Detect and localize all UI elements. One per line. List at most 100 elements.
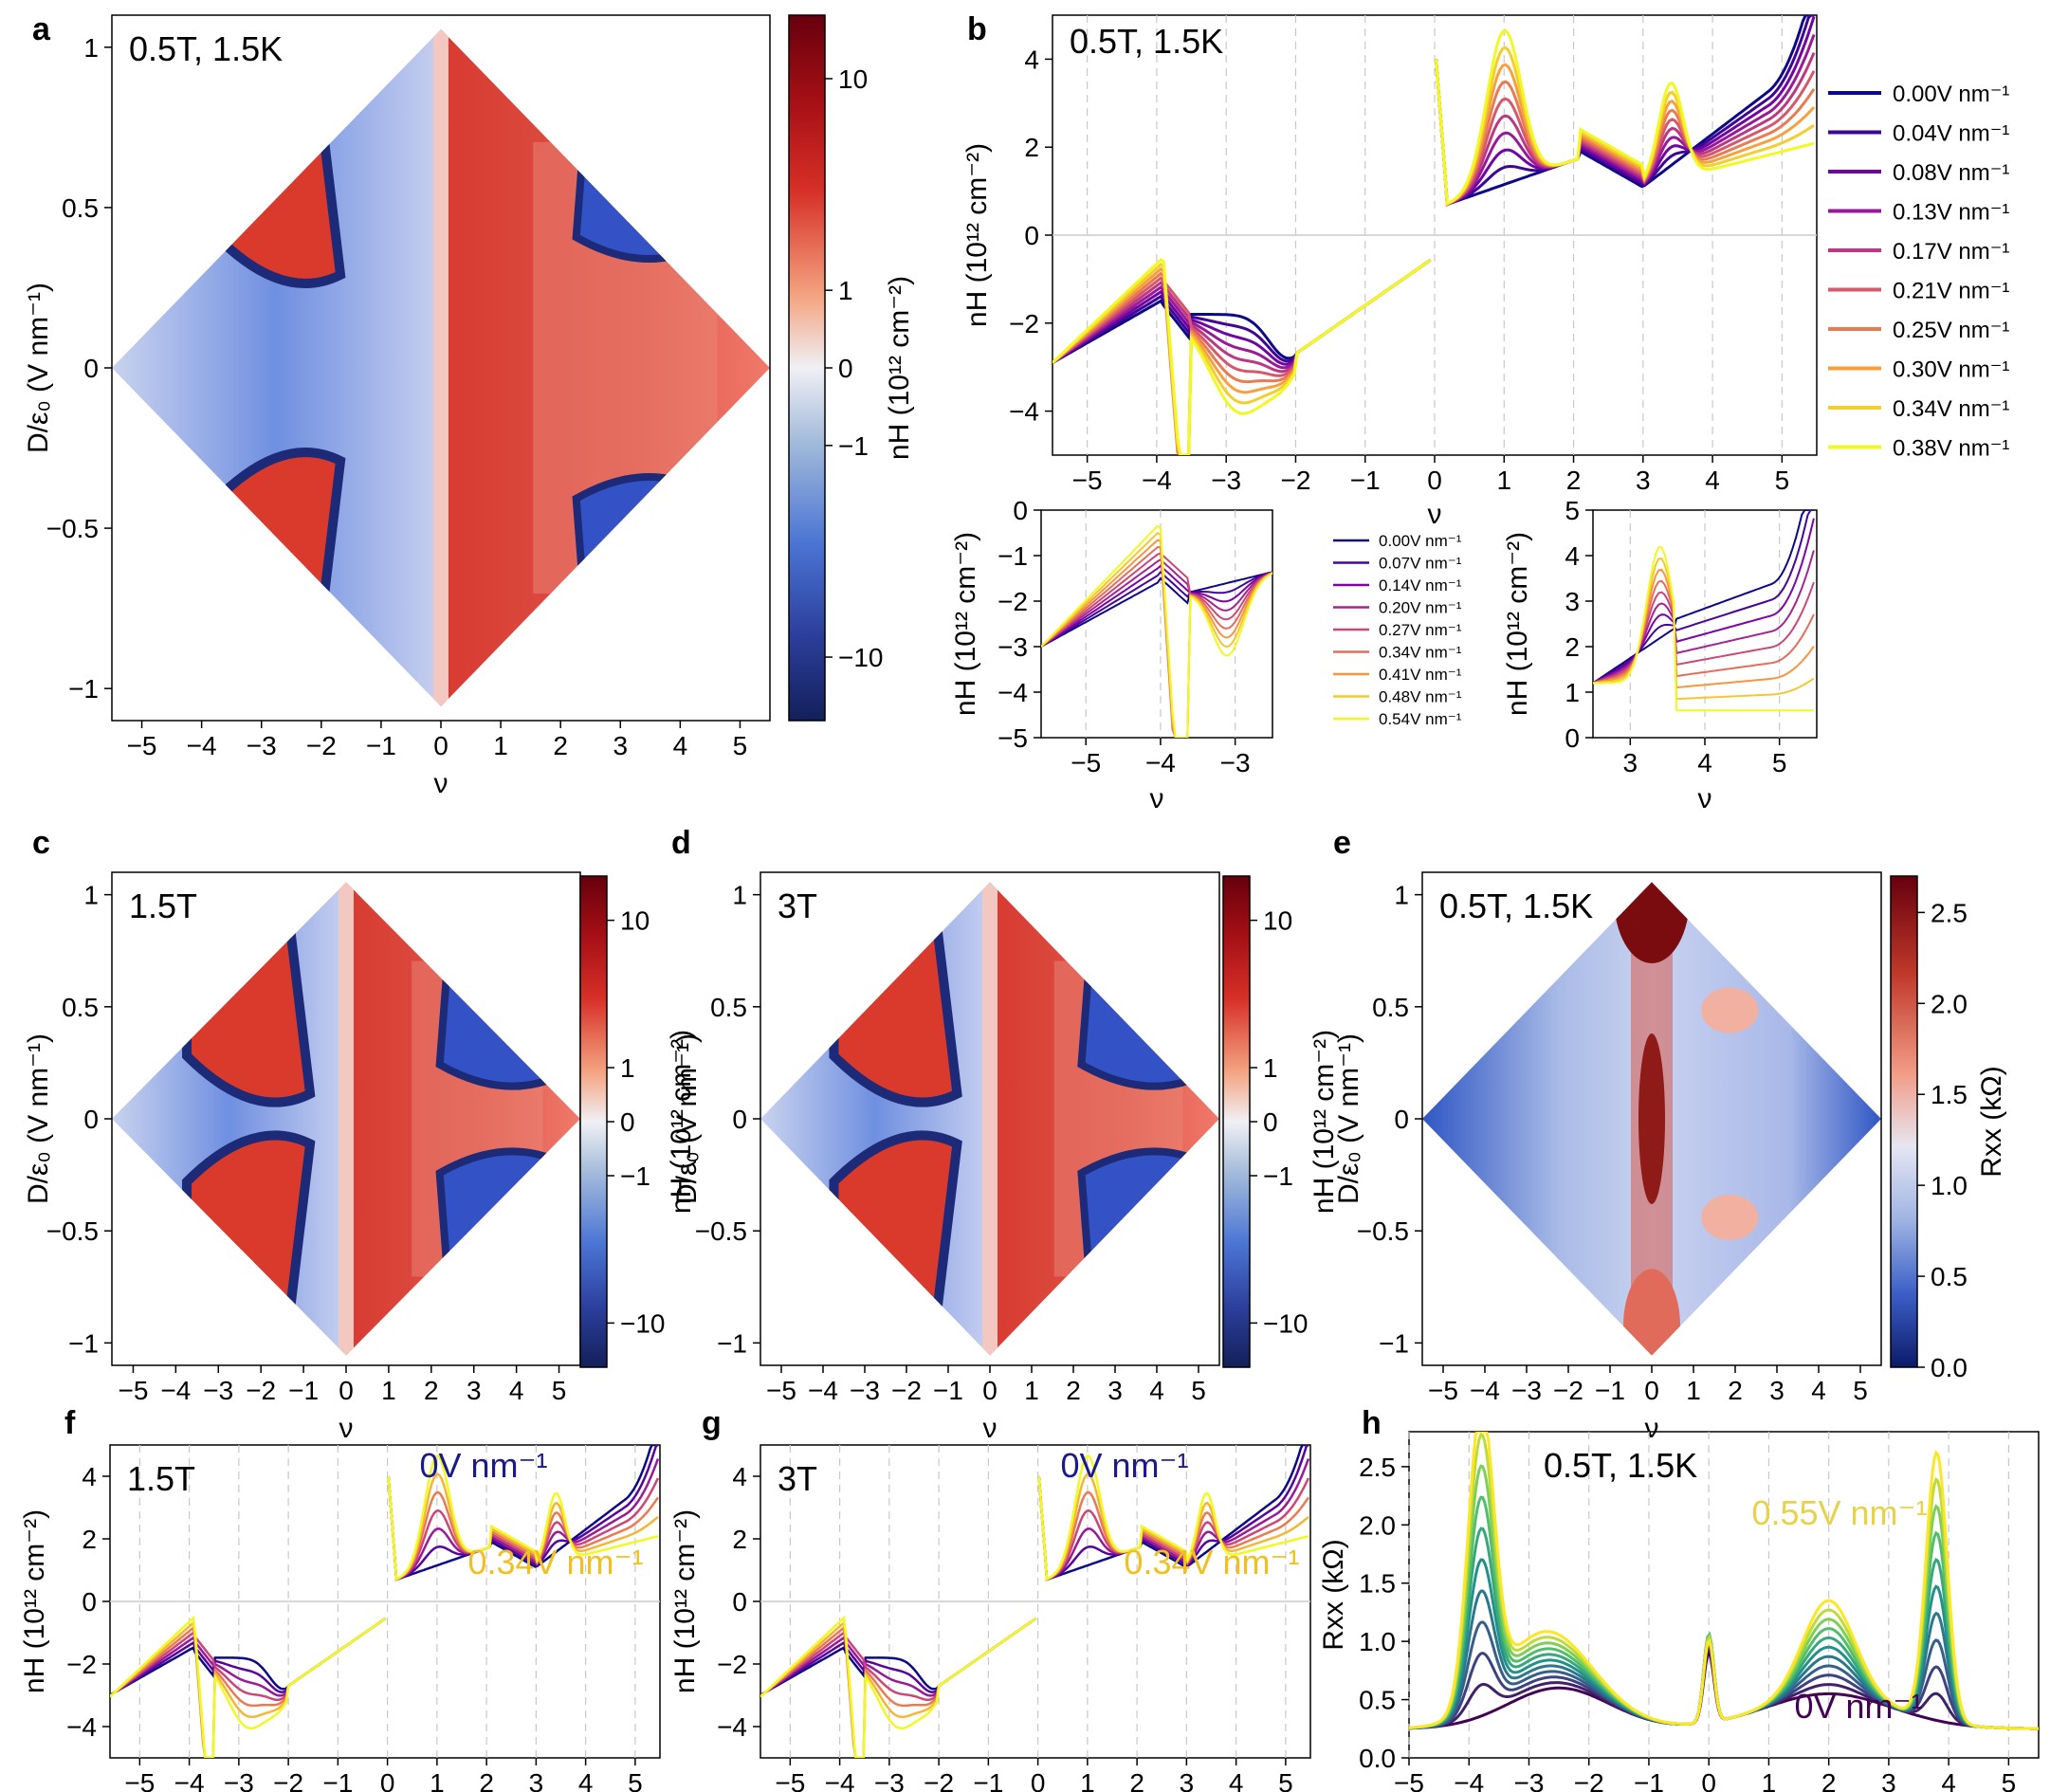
- line-panel-f: −5 −4 −3 −2 −1 0 1 2 3 4 5 4 2 0 −2 −4 ν nH (10¹² cm⁻²) 1.…: [19, 1444, 661, 1792]
- annotation: 0V nm⁻¹: [419, 1446, 547, 1485]
- x-tick-label: 4: [1811, 1376, 1826, 1405]
- x-tick-label: 2: [1566, 466, 1582, 495]
- y-tick-label: −2: [998, 587, 1028, 616]
- rxx-peak: [1614, 882, 1690, 963]
- cnp-line: [433, 28, 448, 707]
- series-line: [1593, 558, 1815, 701]
- x-tick-label: −3: [224, 1768, 254, 1792]
- series-line: [1435, 52, 1816, 207]
- series-group: [1041, 524, 1272, 738]
- lobe: [572, 472, 705, 631]
- y-tick-label: −3: [998, 632, 1028, 662]
- colorbar-tick-label: 10: [838, 64, 868, 94]
- x-axis-label: ν: [1029, 1788, 1043, 1792]
- series-line: [387, 1475, 659, 1582]
- heatmap-panel-e: −5 −4 −3 −2 −1 0 1 2 3 4 510.50−0.5−1νD/ε₀ (V nm⁻¹…: [1333, 871, 2007, 1444]
- colorbar: [788, 14, 826, 722]
- x-axis-label: ν: [1698, 783, 1712, 814]
- colorbar-tick-label: −1: [838, 431, 869, 461]
- x-tick-label: −1: [322, 1768, 353, 1792]
- series-line: [760, 1615, 1037, 1758]
- electron-sheet: [1053, 960, 1183, 1277]
- legend-label: 0.30V nm⁻¹: [1893, 357, 2009, 383]
- y-axis-label: nH (10¹² cm⁻²): [961, 143, 993, 327]
- series-line: [1037, 1472, 1309, 1582]
- series-group: [760, 1445, 1310, 1758]
- series-line: [1593, 510, 1814, 685]
- x-tick-label: −4: [808, 1376, 838, 1405]
- lobe: [182, 1130, 316, 1356]
- cnp-line: [339, 882, 354, 1356]
- series-line: [1037, 1454, 1309, 1582]
- y-axis-label: nH (10¹² cm⁻²): [950, 532, 981, 716]
- x-tick-label: 2: [1129, 1768, 1144, 1792]
- x-axis-label: ν: [434, 768, 448, 799]
- series-line: [387, 1475, 660, 1582]
- series-group: [110, 1445, 660, 1758]
- y-tick-label: 0.0: [1359, 1744, 1396, 1773]
- y-tick-label: −2: [1009, 309, 1039, 338]
- y-tick-label: 2: [82, 1525, 97, 1554]
- y-tick-label: 0.5: [710, 993, 747, 1022]
- x-tick-label: 1: [1080, 1768, 1095, 1792]
- panel-label-g: g: [702, 1405, 722, 1441]
- series-line: [1052, 258, 1432, 455]
- series-line: [1593, 546, 1814, 712]
- rxx-peak: [1701, 987, 1759, 1033]
- x-tick-label: −2: [246, 1376, 276, 1405]
- series-line: [1435, 28, 1815, 207]
- panel-title: 1.5T: [127, 1459, 195, 1498]
- series-line: [1041, 552, 1272, 648]
- x-tick-label: 5: [733, 731, 748, 760]
- panel-title: 0.5T, 1.5K: [1439, 887, 1593, 925]
- x-tick-label: 2: [1728, 1376, 1743, 1405]
- x-tick-label: 4: [1705, 466, 1720, 495]
- line-panel-g: −5 −4 −3 −2 −1 0 1 2 3 4 5 4 2 0 −2 −4 ν nH (10¹² cm⁻²) 3T…: [669, 1444, 1311, 1792]
- heatmap-panel-c: −5 −4 −3 −2 −1 0 1 2 3 4 510.50−0.5−1νD/ε₀ (V nm⁻¹…: [23, 871, 697, 1444]
- colorbar-tick-label: −10: [620, 1308, 666, 1338]
- y-tick-label: 4: [1565, 541, 1580, 571]
- x-tick-label: 5: [628, 1768, 643, 1792]
- colorbar-tick-label: 2.0: [1931, 989, 1968, 1018]
- hole-region: [112, 882, 346, 1356]
- lobe: [435, 1147, 568, 1306]
- legend-label: 0.00V nm⁻¹: [1379, 532, 1462, 550]
- lobe: [182, 882, 316, 1107]
- rxx-peak: [1638, 1033, 1665, 1204]
- x-tick-label: 0: [380, 1768, 395, 1792]
- x-tick-label: 2: [1066, 1376, 1081, 1405]
- panel-title: 1.5T: [129, 887, 197, 925]
- rxx-peak: [1456, 1224, 1499, 1289]
- annotation: 0V nm⁻¹: [1794, 1687, 1922, 1726]
- colorbar: [579, 875, 608, 1368]
- x-tick-label: 2: [479, 1768, 494, 1792]
- y-tick-label: 1: [1394, 881, 1409, 910]
- x-tick-label: 1: [381, 1376, 396, 1405]
- x-tick-label: −1: [366, 731, 396, 760]
- x-tick-label: 3: [1180, 1768, 1195, 1792]
- y-tick-label: 4: [732, 1462, 747, 1491]
- series-line: [1435, 33, 1816, 207]
- y-tick-label: 4: [82, 1462, 97, 1491]
- legend-label: 0.07V nm⁻¹: [1379, 555, 1462, 573]
- series-line: [1052, 259, 1432, 455]
- x-tick-label: −3: [247, 731, 277, 760]
- x-tick-label: 2: [1821, 1768, 1837, 1792]
- colorbar-tick-label: −1: [1263, 1161, 1293, 1191]
- panel-label-e: e: [1333, 825, 1351, 861]
- y-tick-label: 0: [82, 1587, 97, 1617]
- y-tick-label: −0.5: [46, 1216, 99, 1246]
- legend-label: 0.34V nm⁻¹: [1379, 644, 1462, 662]
- x-tick-label: −2: [924, 1768, 954, 1792]
- x-tick-label: 5: [552, 1376, 567, 1405]
- series-line: [110, 1615, 387, 1758]
- y-tick-label: 0: [1013, 496, 1028, 525]
- x-tick-label: 5: [2002, 1768, 2017, 1792]
- x-tick-label: −4: [1454, 1768, 1484, 1792]
- x-tick-label: 3: [1881, 1768, 1896, 1792]
- x-tick-label: −3: [1211, 466, 1241, 495]
- y-tick-label: 1.5: [1359, 1569, 1396, 1599]
- legend-label: 0.27V nm⁻¹: [1379, 621, 1462, 639]
- y-tick-label: 2.0: [1359, 1510, 1396, 1540]
- panel-label-c: c: [32, 825, 50, 861]
